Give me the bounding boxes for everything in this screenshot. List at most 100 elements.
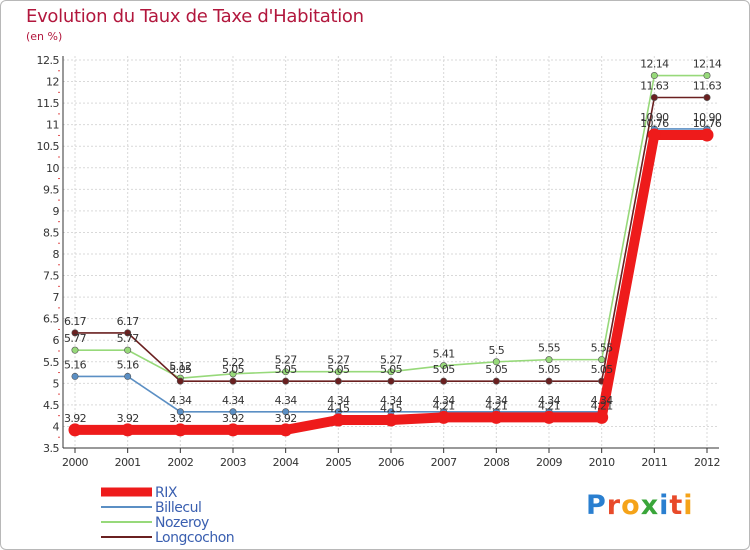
data-label-nozeroy: 5.55 [538, 342, 561, 355]
data-point-longcochon [71, 329, 79, 337]
data-label-rix: 10.76 [640, 117, 669, 130]
logo-letter: r [606, 490, 622, 521]
x-tick-label: 2006 [378, 456, 404, 469]
data-point-rix [121, 423, 135, 437]
data-point-longcochon [387, 377, 395, 385]
data-label-rix: 4.21 [433, 399, 455, 412]
y-tick-label: 7 [53, 291, 60, 304]
y-tick-label: 8.5 [43, 226, 59, 239]
x-tick-label: 2003 [220, 456, 246, 469]
data-label-nozeroy: 5.5 [488, 344, 504, 357]
data-point-nozeroy [598, 356, 606, 364]
x-tick-label: 2007 [431, 456, 457, 469]
data-point-rix [173, 423, 187, 437]
data-label-rix: 4.21 [538, 399, 560, 412]
logo-letter: P [586, 490, 607, 521]
x-tick-label: 2000 [62, 456, 88, 469]
data-label-rix: 4.15 [380, 402, 403, 415]
data-label-rix: 3.92 [222, 412, 244, 425]
logo-letter: i [683, 490, 694, 521]
data-label-nozeroy: 5.27 [327, 354, 350, 367]
data-label-rix: 4.21 [485, 399, 507, 412]
logo-letter: o [621, 490, 641, 521]
data-label-rix: 10.76 [693, 117, 722, 130]
y-tick-label: 12 [46, 76, 59, 89]
logo-letter: i [659, 490, 670, 521]
grid-layer [63, 56, 719, 449]
data-point-billecul [71, 372, 79, 380]
data-label-billecul: 4.34 [327, 394, 350, 407]
data-label-rix: 4.15 [327, 402, 350, 415]
x-tick-label: 2004 [273, 456, 299, 469]
data-label-longcochon: 5.05 [327, 363, 350, 376]
data-point-nozeroy [387, 368, 395, 376]
data-point-longcochon [176, 377, 184, 385]
data-label-nozeroy: 5.55 [591, 342, 614, 355]
series-layer [68, 72, 714, 437]
y-tick-label: 8 [53, 248, 60, 261]
data-point-rix [279, 423, 293, 437]
data-label-longcochon: 11.63 [693, 80, 722, 93]
legend-label-longcochon: Longcochon [155, 530, 234, 546]
data-label-billecul: 4.34 [222, 394, 245, 407]
data-label-nozeroy: 5.27 [380, 354, 403, 367]
data-point-billecul [229, 408, 237, 416]
data-label-longcochon: 5.05 [169, 363, 192, 376]
y-tick-label: 9 [53, 205, 60, 218]
data-point-nozeroy [703, 72, 711, 80]
data-label-longcochon: 6.17 [117, 315, 140, 328]
y-tick-label: 4.5 [43, 399, 59, 412]
data-point-rix [226, 423, 240, 437]
y-tick-label: 12.5 [37, 54, 60, 67]
data-point-longcochon [650, 94, 658, 102]
y-tick-label: 11 [46, 119, 59, 132]
data-label-billecul: 4.34 [169, 394, 192, 407]
data-label-rix: 3.92 [169, 412, 191, 425]
data-point-rix [542, 410, 556, 424]
data-point-rix [700, 128, 714, 142]
data-label-billecul: 4.34 [538, 394, 561, 407]
y-tick-label: 10.5 [37, 140, 60, 153]
x-tick-label: 2005 [325, 456, 351, 469]
y-tick-label: 4 [53, 420, 60, 433]
x-tick-label: 2011 [641, 456, 667, 469]
data-point-billecul [282, 408, 290, 416]
data-point-longcochon [124, 329, 132, 337]
data-point-longcochon [440, 377, 448, 385]
y-tick-label: 5 [53, 377, 60, 390]
data-point-longcochon [282, 377, 290, 385]
data-label-rix: 3.92 [275, 412, 297, 425]
data-label-billecul: 4.34 [591, 394, 614, 407]
data-label-rix: 3.92 [64, 412, 86, 425]
data-point-nozeroy [71, 346, 79, 354]
chart-unit-label: (en %) [26, 30, 63, 43]
data-point-longcochon [545, 377, 553, 385]
chart-title: Evolution du Taux de Taxe d'Habitation [26, 6, 364, 27]
y-tick-label: 6.5 [43, 313, 59, 326]
data-label-billecul: 4.34 [485, 394, 508, 407]
data-point-longcochon [492, 377, 500, 385]
proxiti-logo: Proxiti [586, 490, 694, 521]
x-tick-label: 2002 [167, 456, 193, 469]
axis-layer: 3.5 4 4.5 5 5.5 6 6.5 7 7.5 8 8.5 9 9.5 10 10.5 11 11.5 1… [37, 54, 721, 469]
data-label-longcochon: 5.05 [275, 363, 298, 376]
data-label-longcochon: 5.05 [380, 363, 403, 376]
data-point-nozeroy [545, 356, 553, 364]
legend-label-rix: RIX [155, 485, 178, 501]
data-label-billecul: 10.90 [693, 111, 722, 124]
data-label-billecul: 4.34 [275, 394, 298, 407]
x-tick-label: 2001 [115, 456, 141, 469]
x-tick-label: 2009 [536, 456, 562, 469]
data-point-nozeroy [229, 370, 237, 378]
y-tick-label: 7.5 [43, 270, 59, 283]
data-point-rix [647, 128, 661, 142]
data-label-nozeroy: 5.41 [433, 348, 455, 361]
data-label-nozeroy: 5.22 [222, 356, 244, 369]
data-label-longcochon: 5.05 [591, 363, 614, 376]
data-label-billecul: 5.16 [117, 358, 140, 371]
data-label-longcochon: 6.17 [64, 315, 87, 328]
data-point-rix [384, 413, 398, 427]
data-label-longcochon: 5.05 [538, 363, 561, 376]
